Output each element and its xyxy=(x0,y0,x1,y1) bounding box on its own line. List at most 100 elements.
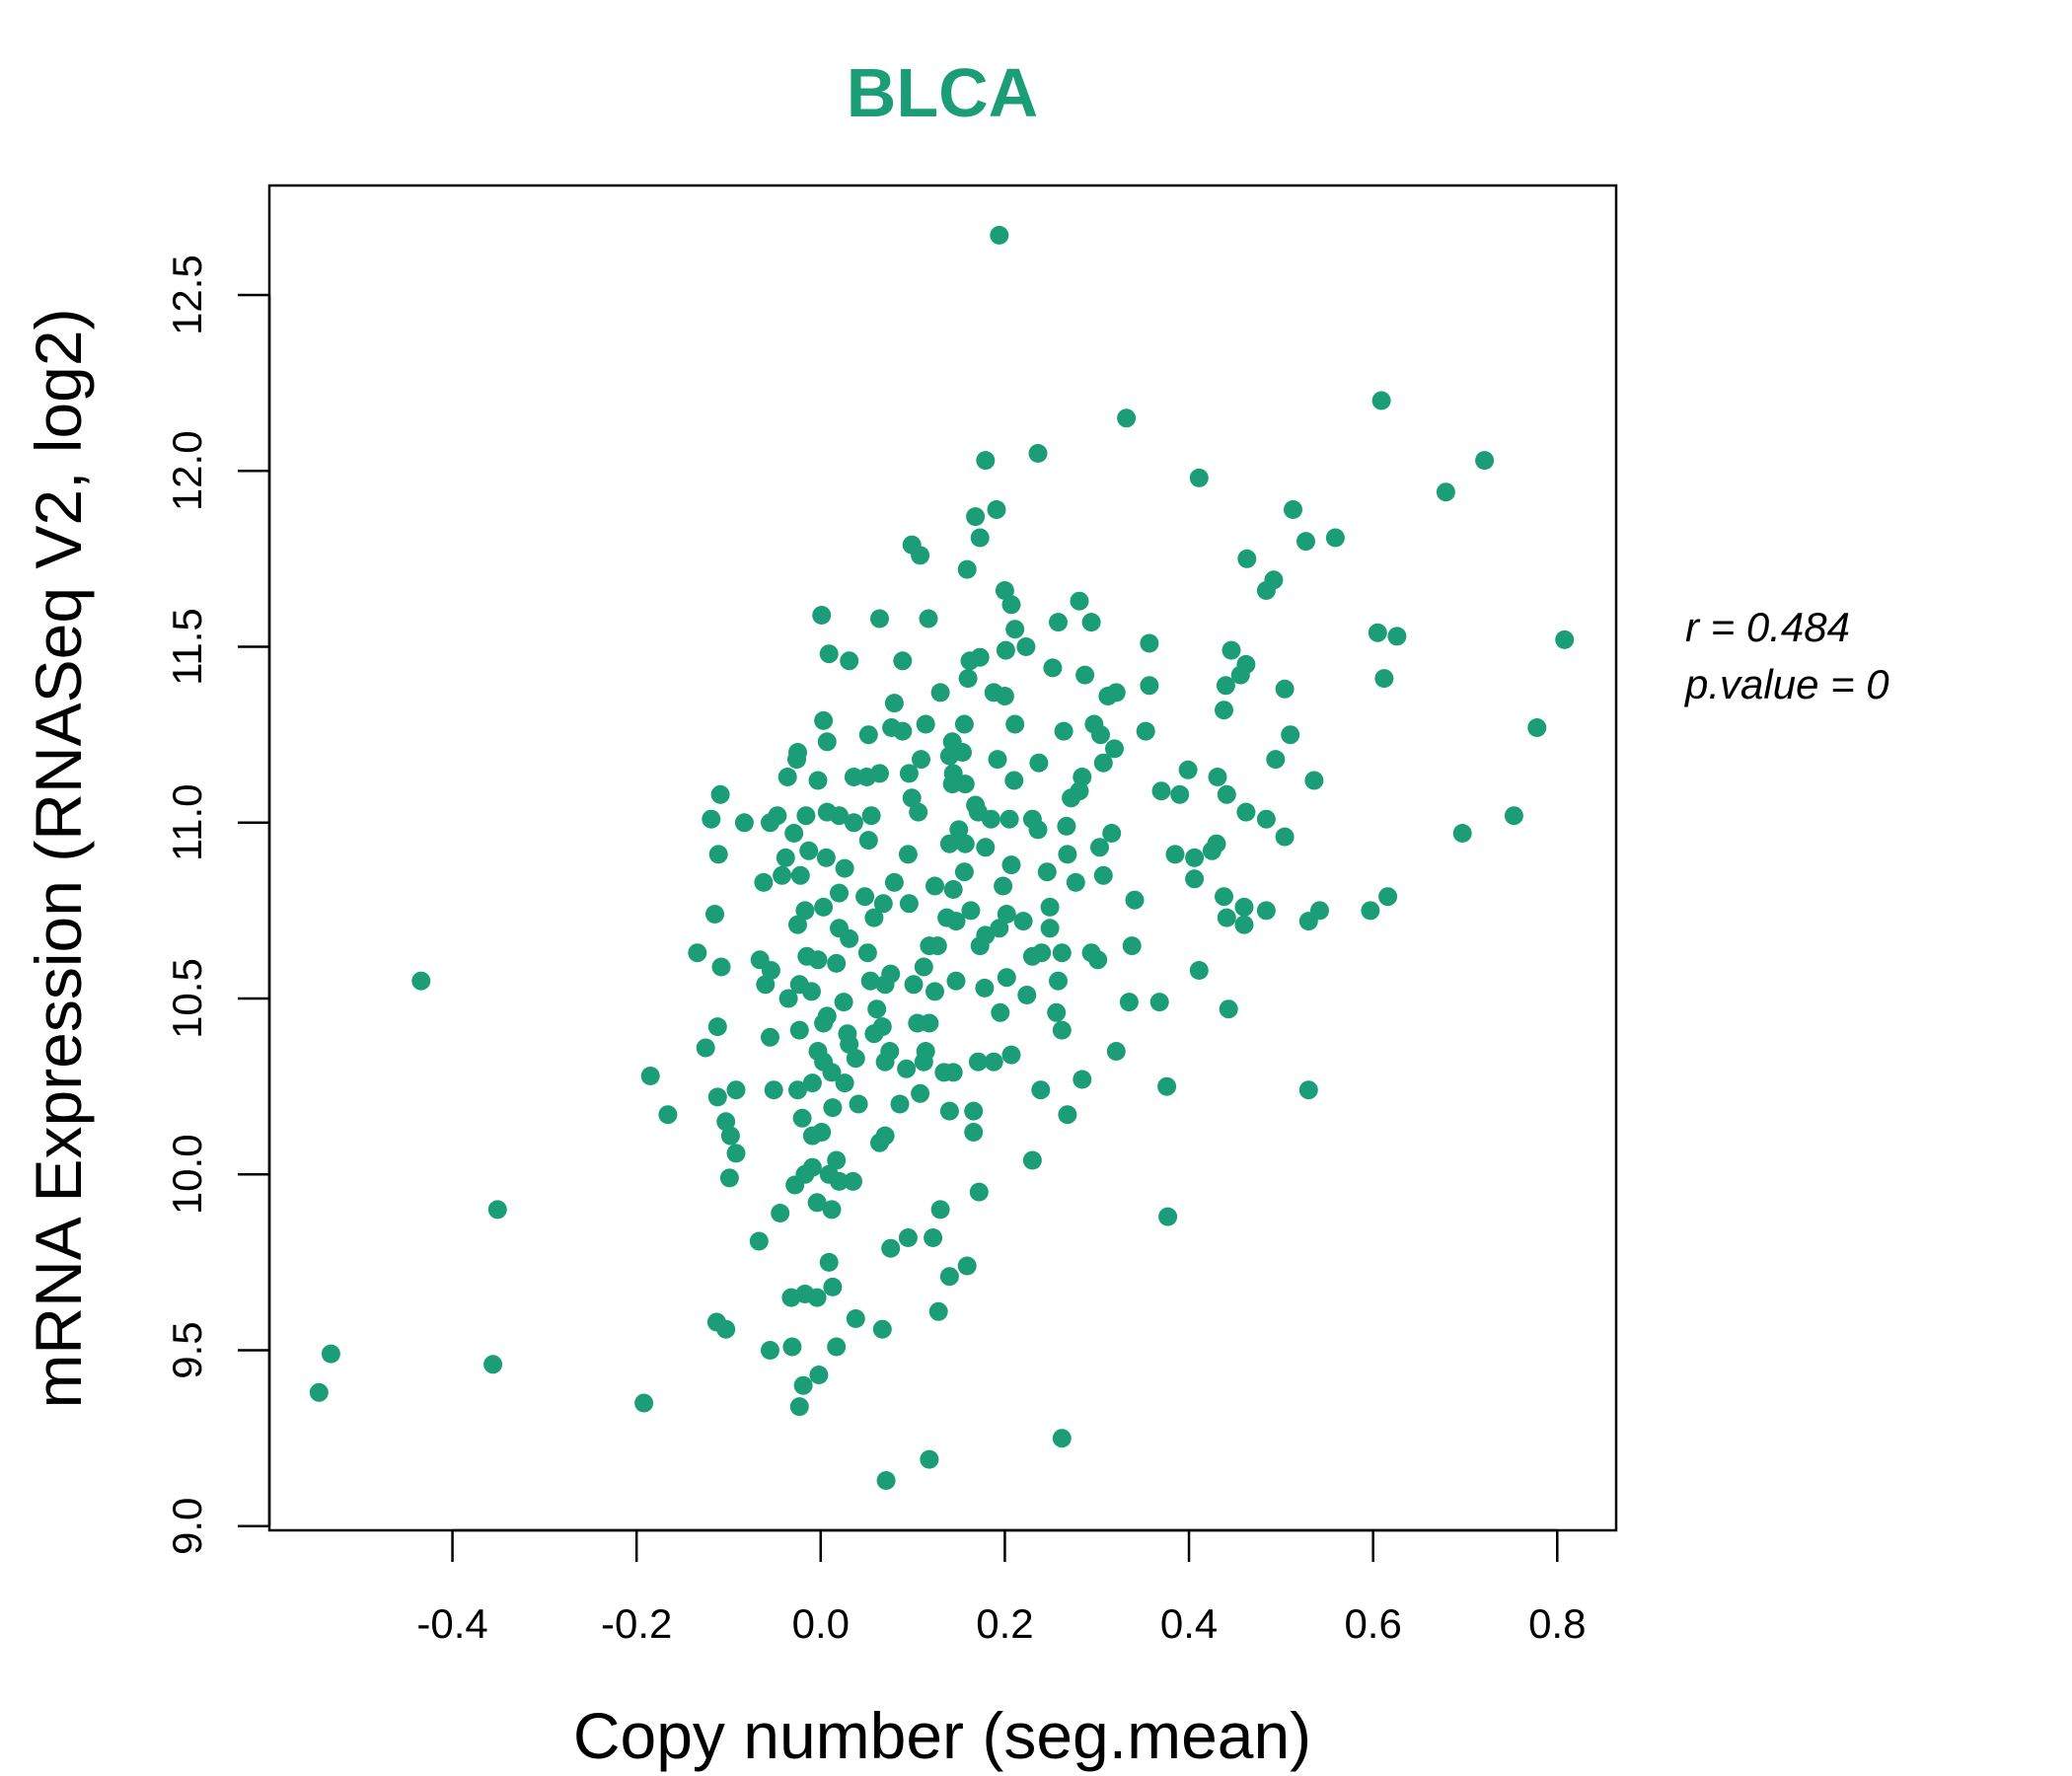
data-point xyxy=(1005,714,1025,734)
data-point xyxy=(1140,676,1159,696)
data-point xyxy=(1371,391,1391,410)
p-value-annotation: p.value = 0 xyxy=(1683,661,1889,707)
data-point xyxy=(790,865,810,885)
data-point xyxy=(849,1094,868,1114)
data-point xyxy=(1217,784,1236,804)
data-point xyxy=(658,1105,678,1125)
data-point xyxy=(990,919,1009,938)
data-point xyxy=(1361,901,1380,921)
y-tick-label: 10.0 xyxy=(164,1134,210,1215)
data-point xyxy=(711,957,731,977)
data-point xyxy=(792,1108,812,1128)
data-point xyxy=(1296,532,1315,552)
data-point xyxy=(1158,1207,1178,1226)
data-point xyxy=(807,1288,827,1307)
data-point xyxy=(1208,768,1227,786)
data-point xyxy=(1032,943,1052,963)
data-point xyxy=(819,644,839,664)
data-point xyxy=(705,905,724,924)
data-point xyxy=(726,1144,746,1163)
data-point xyxy=(957,1256,977,1276)
data-point xyxy=(696,1038,715,1058)
data-point xyxy=(1091,725,1110,745)
data-point xyxy=(1378,887,1398,907)
data-point xyxy=(994,876,1013,896)
data-point xyxy=(964,1101,984,1121)
data-point xyxy=(925,876,944,896)
data-point xyxy=(960,651,980,671)
data-point xyxy=(920,1013,939,1033)
data-point xyxy=(939,1267,959,1287)
data-point xyxy=(785,1175,805,1195)
data-point xyxy=(939,1101,959,1121)
data-point xyxy=(823,1098,843,1118)
data-point xyxy=(939,834,959,853)
data-point xyxy=(995,581,1014,600)
data-point xyxy=(1004,771,1024,790)
data-point xyxy=(1178,760,1198,779)
data-point xyxy=(788,915,807,934)
data-point xyxy=(1029,753,1049,773)
data-point xyxy=(1215,701,1233,720)
data-point xyxy=(981,809,1000,829)
plot-frame xyxy=(267,184,1618,1532)
data-point xyxy=(911,546,930,565)
data-point xyxy=(749,1231,769,1251)
data-point xyxy=(975,978,995,998)
data-point xyxy=(858,831,878,851)
data-point xyxy=(1157,1076,1177,1096)
data-point xyxy=(716,1112,736,1132)
data-point xyxy=(1140,633,1159,653)
data-point xyxy=(1151,781,1171,801)
data-point xyxy=(855,887,875,907)
data-point xyxy=(1452,824,1472,843)
data-point xyxy=(876,1471,896,1490)
data-point xyxy=(1043,658,1063,678)
data-point xyxy=(796,806,816,826)
data-point xyxy=(708,845,728,864)
data-point xyxy=(771,1204,790,1222)
data-point xyxy=(969,1182,989,1202)
data-point xyxy=(1436,482,1455,502)
data-point xyxy=(1504,806,1523,826)
data-point xyxy=(873,894,893,914)
data-point xyxy=(1256,901,1276,921)
data-point xyxy=(1052,943,1072,963)
data-point xyxy=(1016,637,1036,656)
x-tick-label: -0.4 xyxy=(416,1600,487,1647)
data-point xyxy=(808,771,828,790)
data-point xyxy=(834,993,853,1012)
data-point xyxy=(1230,665,1250,685)
y-tick-label: 12.0 xyxy=(164,430,210,511)
data-point xyxy=(817,802,837,822)
data-point xyxy=(1234,897,1254,917)
data-point xyxy=(835,1073,854,1093)
data-point xyxy=(814,897,834,917)
data-point xyxy=(1001,1045,1021,1065)
data-point xyxy=(1040,897,1060,917)
data-point xyxy=(799,841,819,860)
data-point xyxy=(1058,1105,1077,1125)
data-point xyxy=(867,999,887,1019)
data-point xyxy=(954,862,974,882)
data-point xyxy=(1073,1070,1092,1089)
data-point xyxy=(1037,862,1057,882)
data-point xyxy=(1237,549,1257,568)
data-point xyxy=(872,1319,892,1339)
data-point xyxy=(776,848,795,867)
data-point xyxy=(1374,669,1394,689)
data-point xyxy=(930,683,950,703)
y-tick-label: 11.5 xyxy=(164,608,210,686)
data-point xyxy=(925,982,944,1001)
data-point xyxy=(1219,999,1238,1019)
data-point xyxy=(899,764,919,783)
data-point xyxy=(1234,915,1254,934)
x-tick-label: 0.0 xyxy=(792,1600,850,1647)
chart-title: BLCA xyxy=(847,54,1038,131)
x-tick-label: 0.8 xyxy=(1528,1600,1586,1647)
data-point xyxy=(984,1052,1003,1072)
data-point xyxy=(914,1052,933,1072)
data-point xyxy=(846,1309,865,1328)
data-point xyxy=(707,1017,727,1037)
data-point xyxy=(964,1123,984,1142)
